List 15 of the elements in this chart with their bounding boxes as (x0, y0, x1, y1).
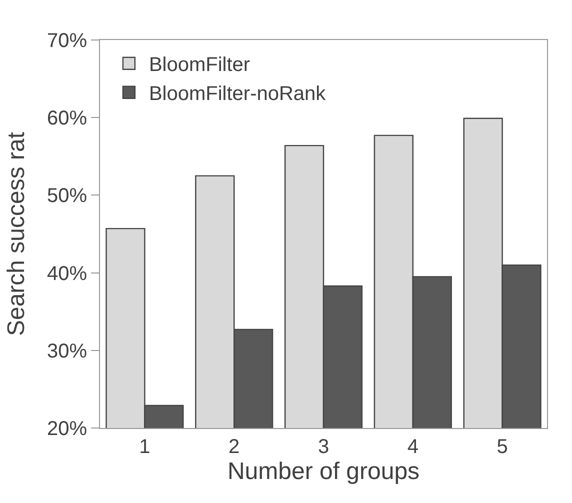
y-axis-title: Search success rat (3, 132, 30, 336)
legend-label: BloomFilter (148, 54, 250, 76)
x-tick-label: 4 (407, 436, 418, 458)
x-tick-label: 5 (496, 436, 508, 458)
y-tick-label: 70% (46, 30, 88, 52)
x-tick-label: 1 (139, 436, 150, 458)
y-tick-label: 30% (46, 340, 88, 362)
y-tick-label: 50% (46, 185, 88, 208)
legend-label: BloomFilter-noRank (148, 83, 327, 106)
y-tick-label: 20% (46, 418, 88, 440)
y-tick-label: 60% (46, 108, 88, 130)
y-tick-label: 40% (46, 262, 88, 285)
x-axis-title: Number of groups (227, 458, 420, 485)
x-tick-label: 3 (318, 436, 330, 458)
x-tick-label: 2 (228, 436, 240, 458)
